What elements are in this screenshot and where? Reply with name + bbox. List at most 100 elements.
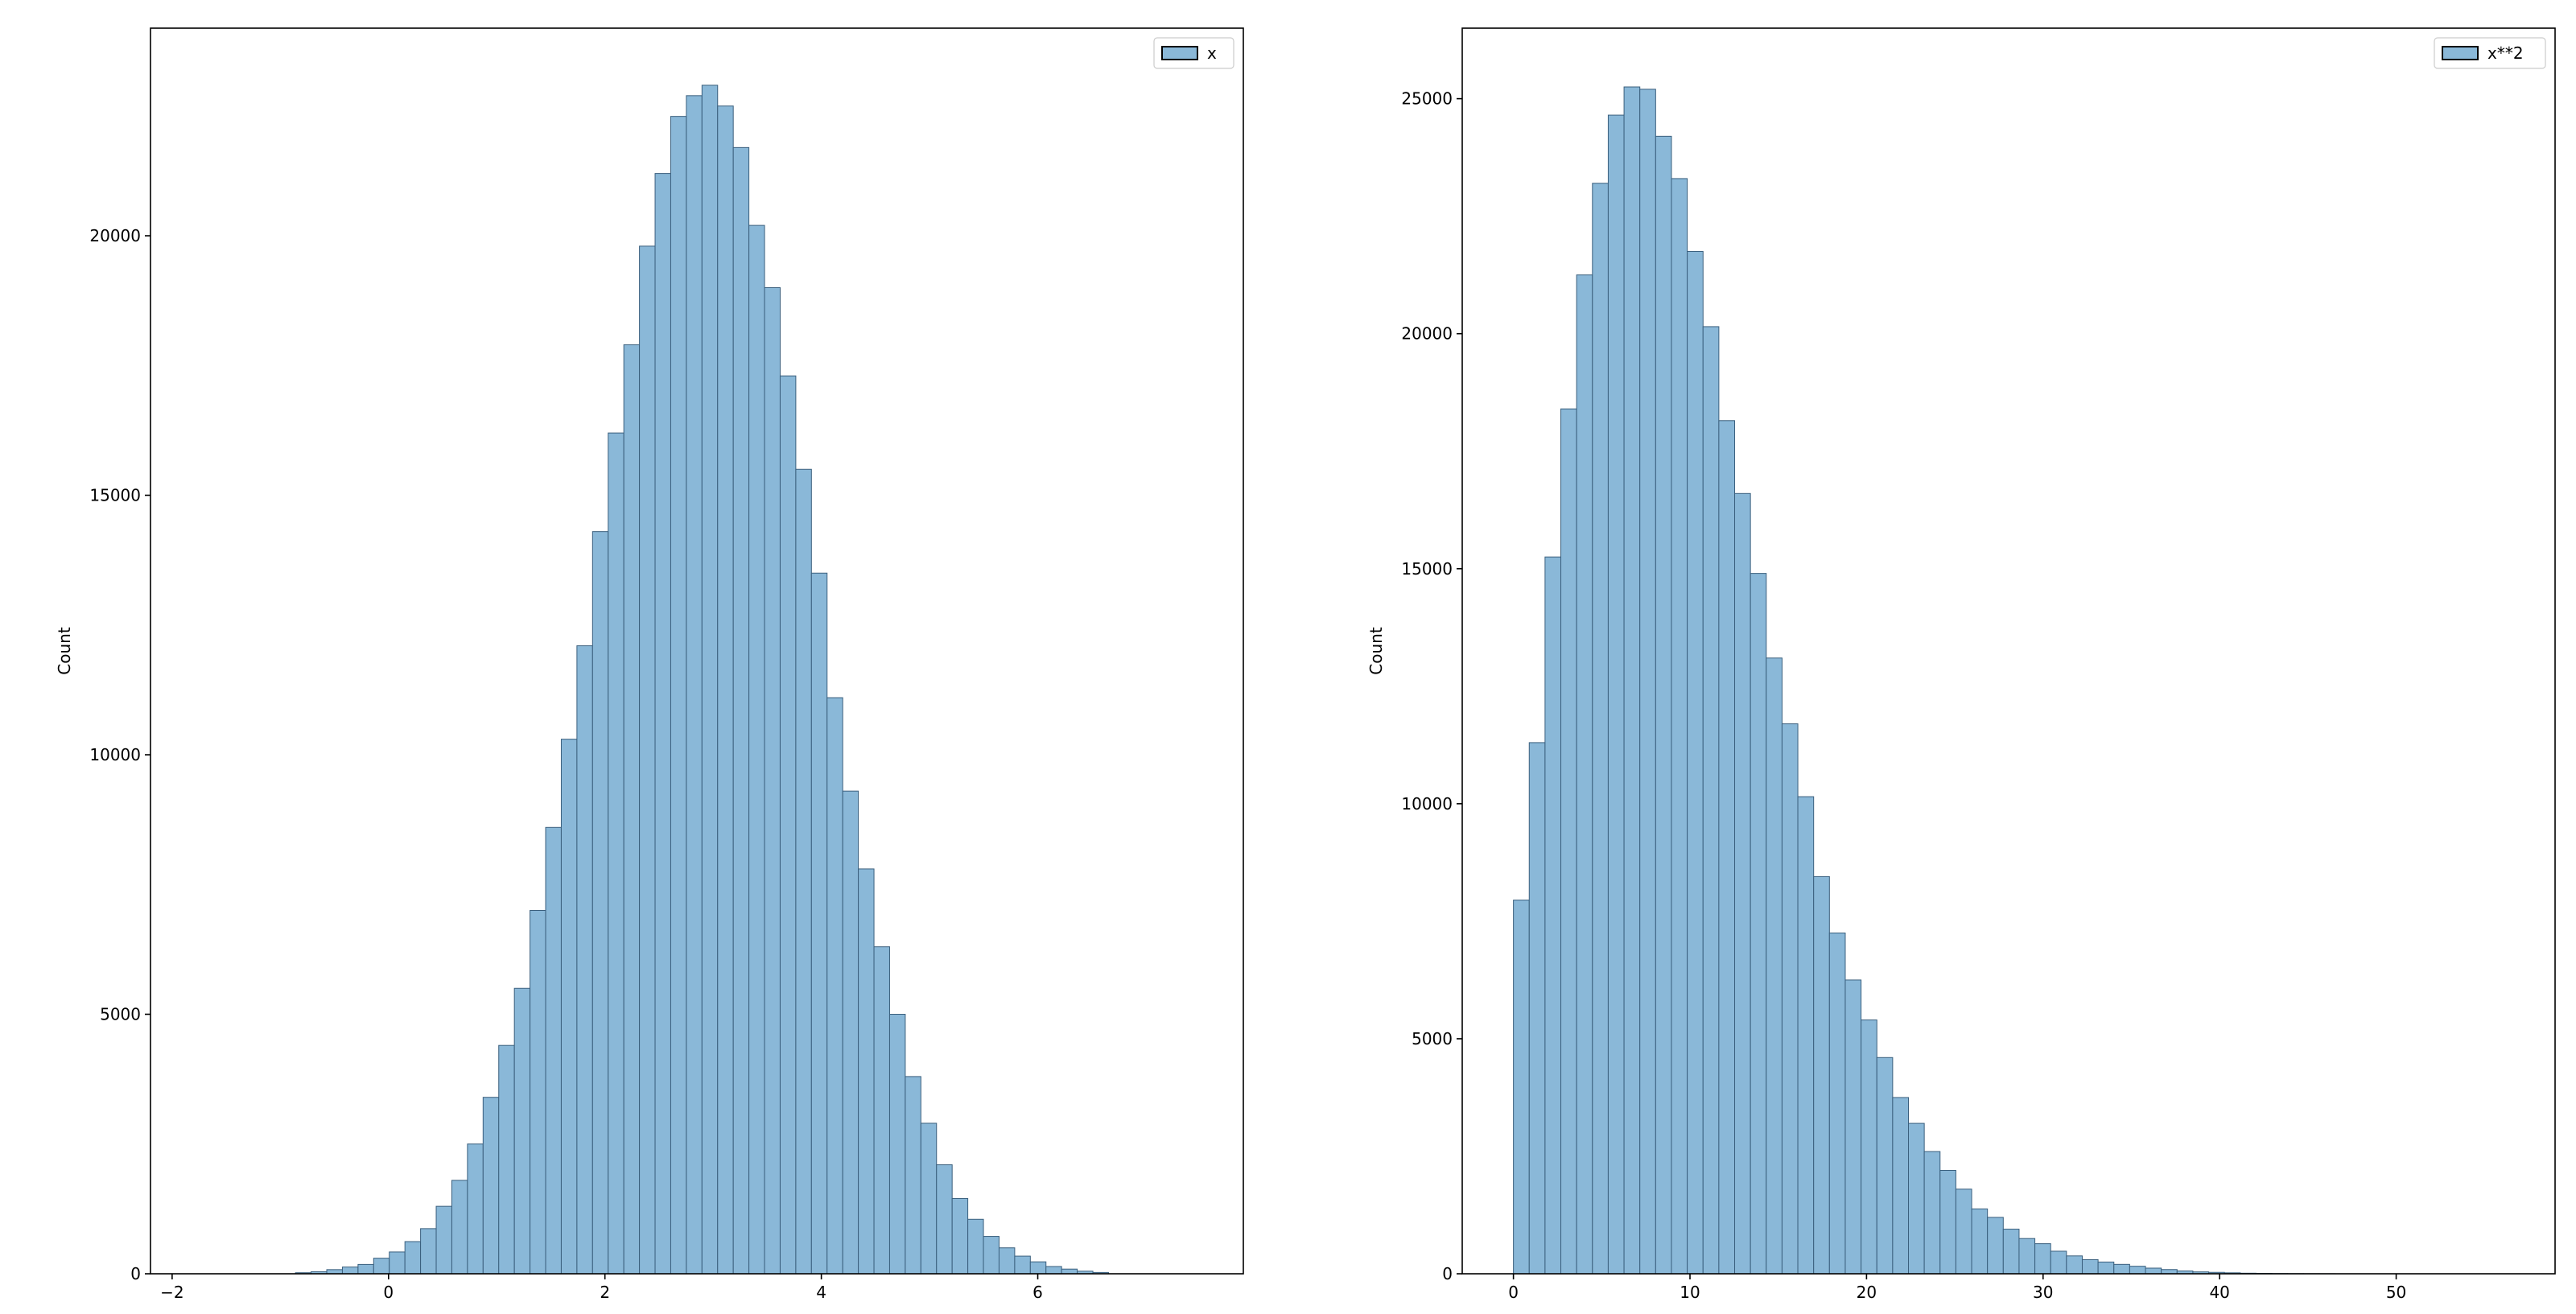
legend-box xyxy=(2434,37,2546,69)
y-axis-label: Count xyxy=(55,627,74,675)
bar xyxy=(435,1205,452,1275)
bar xyxy=(936,1164,953,1275)
bar xyxy=(1971,1208,1989,1275)
bar xyxy=(513,987,531,1275)
bar xyxy=(560,739,578,1275)
bars xyxy=(1513,86,2336,1275)
x-tick-label: 40 xyxy=(2209,1283,2229,1302)
bar xyxy=(2113,1263,2130,1275)
x-tick-label: 0 xyxy=(1508,1283,1519,1302)
bar xyxy=(873,946,890,1275)
axes-frame xyxy=(150,27,1244,1275)
bar xyxy=(2081,1258,2099,1275)
x-tick-label: 20 xyxy=(1857,1283,1877,1302)
bar xyxy=(2066,1255,2083,1275)
bar xyxy=(2129,1266,2146,1275)
bar xyxy=(1734,492,1751,1275)
bar xyxy=(591,531,609,1275)
bar xyxy=(1702,326,1720,1275)
y-axis-label: Count xyxy=(1366,627,1386,675)
y-tick-label: 20000 xyxy=(89,226,141,245)
bar xyxy=(608,432,624,1275)
x-tick-label: 6 xyxy=(1032,1283,1043,1302)
bar xyxy=(1813,875,1830,1275)
bar xyxy=(888,1014,906,1275)
bar xyxy=(389,1251,406,1275)
bar xyxy=(1061,1268,1078,1275)
bar xyxy=(686,95,703,1275)
x-tick-label: 4 xyxy=(816,1283,826,1302)
bar xyxy=(701,84,719,1275)
legend-label: x**2 xyxy=(2487,43,2524,63)
y-tick-label: 0 xyxy=(1442,1264,1453,1283)
bar xyxy=(498,1044,515,1275)
x-tick-label: 0 xyxy=(383,1283,394,1302)
bar xyxy=(654,173,671,1275)
bar xyxy=(732,146,750,1275)
bar xyxy=(341,1267,359,1275)
y-tick-label: 10000 xyxy=(89,745,141,764)
bar xyxy=(530,910,546,1275)
bar xyxy=(1987,1217,2004,1275)
y-tick-label: 0 xyxy=(130,1264,141,1283)
bar xyxy=(1781,723,1799,1275)
bar xyxy=(1750,573,1767,1275)
bar xyxy=(795,468,812,1275)
bar xyxy=(670,116,687,1275)
bar xyxy=(1718,420,1736,1275)
legend-label: x xyxy=(1207,43,1217,63)
bar xyxy=(1045,1266,1062,1275)
bar xyxy=(1955,1188,1972,1275)
y-tick-label: 5000 xyxy=(100,1005,141,1024)
bar xyxy=(373,1258,390,1275)
bar xyxy=(905,1076,921,1275)
bar xyxy=(748,224,765,1275)
bar xyxy=(1671,178,1688,1275)
bar xyxy=(545,826,562,1275)
y-tick-label: 10000 xyxy=(1401,794,1453,814)
bar xyxy=(858,868,875,1275)
y-tick-label: 25000 xyxy=(1401,89,1453,109)
bar xyxy=(1655,135,1672,1275)
x-tick-label: 50 xyxy=(2386,1283,2406,1302)
x-tick-label: 2 xyxy=(600,1283,610,1302)
bar xyxy=(951,1197,969,1275)
y-tick-label: 5000 xyxy=(1412,1029,1453,1048)
bar xyxy=(1576,274,1593,1275)
bar xyxy=(357,1263,374,1275)
bar xyxy=(1623,86,1641,1275)
bar xyxy=(717,105,734,1275)
y-tick-label: 20000 xyxy=(1401,324,1453,344)
bar xyxy=(623,344,641,1275)
bar xyxy=(967,1218,984,1275)
bars xyxy=(295,84,1109,1275)
bar xyxy=(2050,1250,2067,1275)
bar xyxy=(576,645,593,1275)
bar xyxy=(998,1247,1016,1275)
legend: x**2 xyxy=(2434,37,2546,69)
x-tick-label: 30 xyxy=(2033,1283,2053,1302)
bar xyxy=(983,1236,999,1275)
bar xyxy=(1939,1169,1956,1275)
bar xyxy=(826,697,843,1275)
bar xyxy=(1861,1019,1877,1275)
bar xyxy=(1560,408,1577,1275)
bar xyxy=(1876,1057,1894,1275)
bar xyxy=(482,1097,500,1275)
bar xyxy=(810,572,828,1275)
bar xyxy=(2002,1229,2020,1275)
bar xyxy=(1592,183,1609,1275)
bar xyxy=(2145,1267,2162,1275)
bar xyxy=(764,287,781,1275)
bar xyxy=(842,790,859,1275)
bar xyxy=(639,245,656,1275)
legend-swatch xyxy=(1161,46,1198,60)
bar xyxy=(1892,1097,1910,1275)
bar xyxy=(1908,1122,1925,1275)
bar xyxy=(420,1228,437,1275)
bar xyxy=(467,1143,484,1275)
x-tick-label: 10 xyxy=(1680,1283,1700,1302)
y-tick-label: 15000 xyxy=(1401,559,1453,579)
bar xyxy=(779,375,797,1275)
